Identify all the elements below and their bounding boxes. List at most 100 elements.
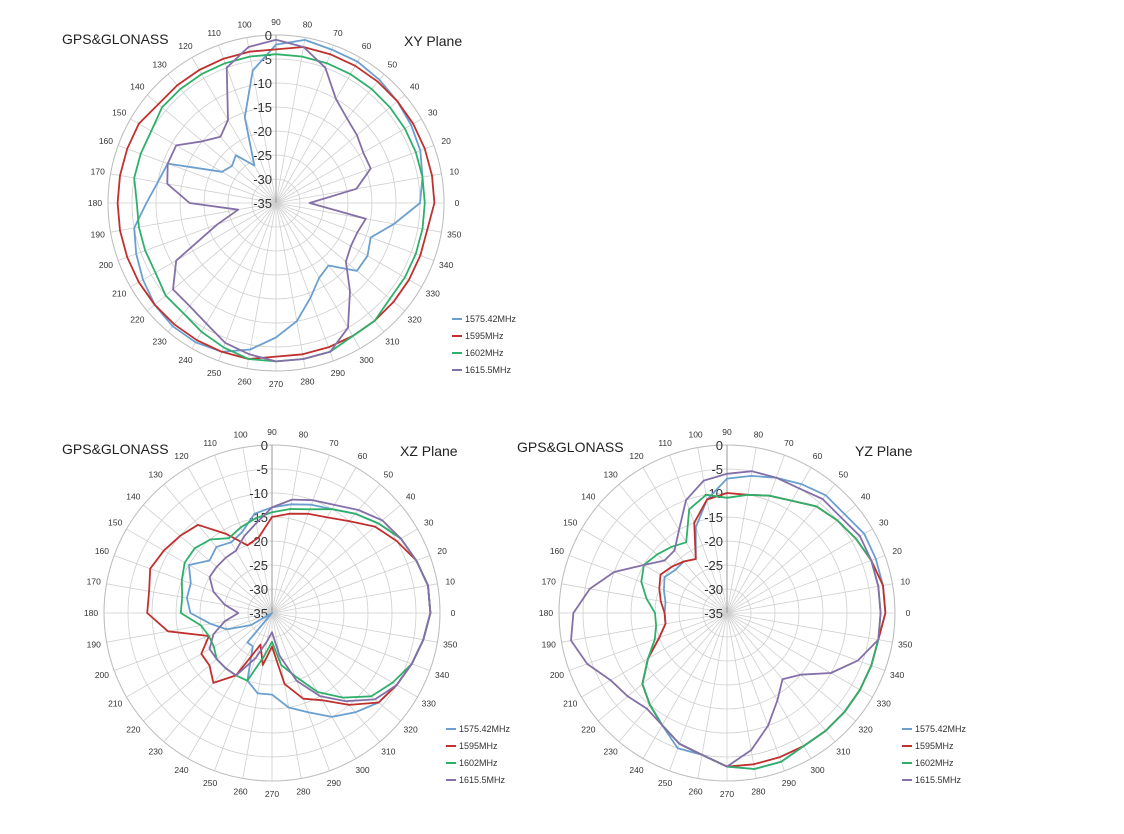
grid-spoke	[147, 94, 277, 204]
angle-label: 100	[237, 20, 251, 30]
angle-label: 110	[203, 438, 217, 448]
angle-label: 120	[629, 451, 643, 461]
grid-spoke	[163, 484, 273, 614]
angle-label: 340	[435, 670, 449, 680]
angle-label: 270	[265, 789, 279, 799]
grid-spoke	[642, 467, 728, 614]
angle-label: 340	[890, 670, 904, 680]
angle-label: 240	[629, 765, 643, 775]
angle-label: 10	[450, 167, 460, 177]
series-3	[208, 498, 432, 703]
angle-label: 60	[813, 451, 823, 461]
grid-spoke	[117, 145, 277, 204]
grid-spoke	[147, 202, 277, 312]
angle-label: 20	[437, 546, 447, 556]
legend-label: 1615.5MHz	[465, 365, 512, 375]
angle-label: 270	[720, 789, 734, 799]
angle-label: 150	[112, 108, 126, 118]
grid-spoke	[726, 528, 873, 614]
angle-label: 350	[898, 639, 912, 649]
legend: 1575.42MHz 1595MHz 1602MHz 1615.5MHz	[452, 314, 517, 375]
legend-label: 1575.42MHz	[465, 314, 517, 324]
angle-label: 170	[91, 167, 105, 177]
radial-tick-label: -10	[249, 486, 268, 501]
radial-tick-label: -15	[704, 510, 723, 525]
angle-label: 10	[446, 577, 456, 587]
grid-spoke	[568, 555, 728, 614]
angle-label: 330	[426, 289, 440, 299]
grid-spoke	[726, 454, 785, 614]
angle-label: 340	[439, 260, 453, 270]
angle-label: 170	[87, 577, 101, 587]
grid-spoke	[726, 612, 873, 698]
angle-label: 290	[782, 778, 796, 788]
grid-spoke	[187, 612, 273, 759]
grid-spoke	[191, 57, 277, 204]
angle-label: 320	[404, 724, 418, 734]
angle-label: 350	[447, 229, 461, 239]
angle-label: 300	[810, 765, 824, 775]
angle-label: 190	[87, 639, 101, 649]
legend-label: 1602MHz	[459, 758, 498, 768]
angle-label: 160	[550, 546, 564, 556]
angle-label: 0	[455, 198, 460, 208]
grid-spoke	[218, 202, 277, 362]
angle-label: 90	[271, 17, 281, 27]
legend-label: 1615.5MHz	[459, 775, 506, 785]
polar-grid	[103, 444, 441, 782]
polar-grid	[107, 34, 445, 372]
radial-tick-label: -35	[253, 196, 272, 211]
grid-spoke	[568, 612, 728, 671]
angle-label: 250	[658, 778, 672, 788]
angle-label: 280	[296, 786, 310, 796]
grid-spoke	[726, 612, 812, 759]
grid-spoke	[187, 467, 273, 614]
grid-spoke	[218, 44, 277, 204]
radial-tick-label: 0	[261, 438, 268, 453]
radial-tick-label: 0	[265, 28, 272, 43]
angle-label: 60	[358, 451, 368, 461]
radial-tick-label: -15	[253, 100, 272, 115]
angle-label: 160	[99, 136, 113, 146]
angle-label: 90	[267, 427, 277, 437]
angle-label: 20	[441, 136, 451, 146]
angle-label: 10	[901, 577, 911, 587]
grid-spoke	[618, 612, 728, 742]
angle-label: 240	[178, 355, 192, 365]
legend-label: 1595MHz	[465, 331, 504, 341]
grid-spoke	[246, 37, 277, 204]
angle-label: 30	[424, 518, 434, 528]
angle-label: 50	[839, 469, 849, 479]
series-1	[146, 512, 432, 706]
grid-spoke	[275, 202, 306, 369]
angle-label: 110	[207, 28, 221, 38]
grid-spoke	[275, 94, 405, 204]
angle-label: 180	[88, 198, 102, 208]
grid-spoke	[726, 555, 886, 614]
angle-label: 20	[892, 546, 902, 556]
angle-label: 210	[563, 699, 577, 709]
radial-tick-label: -30	[249, 582, 268, 597]
grid-spoke	[726, 612, 856, 722]
angle-label: 140	[130, 82, 144, 92]
radial-tick-label: -25	[704, 558, 723, 573]
angle-label: 220	[130, 314, 144, 324]
grid-spoke	[246, 202, 277, 369]
grid-spoke	[271, 583, 438, 614]
legend-label: 1595MHz	[915, 741, 954, 751]
grid-spoke	[271, 484, 381, 614]
grid-spoke	[275, 202, 334, 362]
angle-label: 0	[906, 608, 911, 618]
angle-label: 80	[754, 430, 764, 440]
angle-label: 320	[859, 724, 873, 734]
series-3	[570, 470, 882, 768]
angle-labels: 0 10 20 30 40 50 60 70 80 90 100 110 120 130 140 150 160…	[539, 427, 913, 799]
radial-tick-labels: 0-5-10-15-20-25-30-35	[249, 438, 268, 621]
radial-tick-label: -30	[253, 172, 272, 187]
radial-tick-label: -30	[704, 582, 723, 597]
radial-tick-label: -10	[253, 76, 272, 91]
grid-spoke	[726, 612, 836, 742]
angle-label: 180	[539, 608, 553, 618]
grid-spoke	[130, 118, 277, 204]
grid-spoke	[271, 555, 431, 614]
